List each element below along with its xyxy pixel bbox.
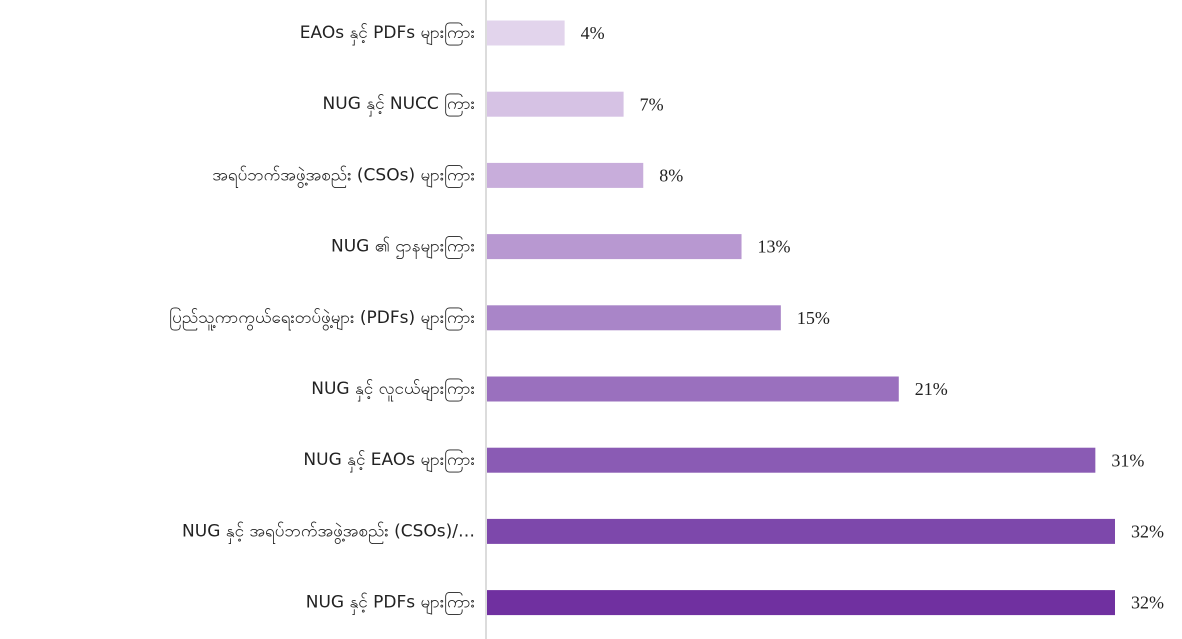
bar — [487, 376, 899, 402]
category-label: ပြည်သူ့ကာကွယ်ရေးတပ်ဖွဲ့များ (PDFs) များက… — [169, 306, 475, 331]
bar — [487, 91, 624, 117]
value-label: 32% — [1131, 522, 1164, 542]
category-label: NUG နှင့် PDFs များကြား — [306, 591, 475, 616]
value-label: 7% — [640, 94, 664, 114]
value-label: 21% — [915, 379, 948, 399]
category-label: NUG နှင့် NUCC ကြား — [323, 92, 475, 117]
category-label: NUG နှင့် EAOs များကြား — [303, 448, 475, 473]
value-label: 32% — [1131, 593, 1164, 613]
bar — [487, 20, 565, 46]
bar — [487, 305, 781, 331]
bar — [487, 590, 1115, 616]
category-label: NUG ၏ ဌာနများကြား — [331, 235, 475, 260]
value-label: 8% — [659, 166, 683, 186]
category-label: NUG နှင့် အရပ်ဘက်အဖွဲ့အစည်း (CSOs)/… — [182, 521, 475, 544]
value-label: 4% — [581, 23, 605, 43]
category-label: အရပ်ဘက်အဖွဲ့အစည်း (CSOs) များကြား — [212, 163, 475, 188]
bar — [487, 518, 1115, 544]
bar — [487, 234, 742, 260]
bar — [487, 447, 1096, 473]
category-label: EAOs နှင့် PDFs များကြား — [300, 21, 475, 46]
value-label: 13% — [758, 237, 791, 257]
value-label: 31% — [1111, 450, 1144, 470]
value-label: 15% — [797, 308, 830, 328]
category-label: NUG နှင့် လူငယ်များကြား — [311, 377, 475, 402]
bar — [487, 162, 644, 188]
